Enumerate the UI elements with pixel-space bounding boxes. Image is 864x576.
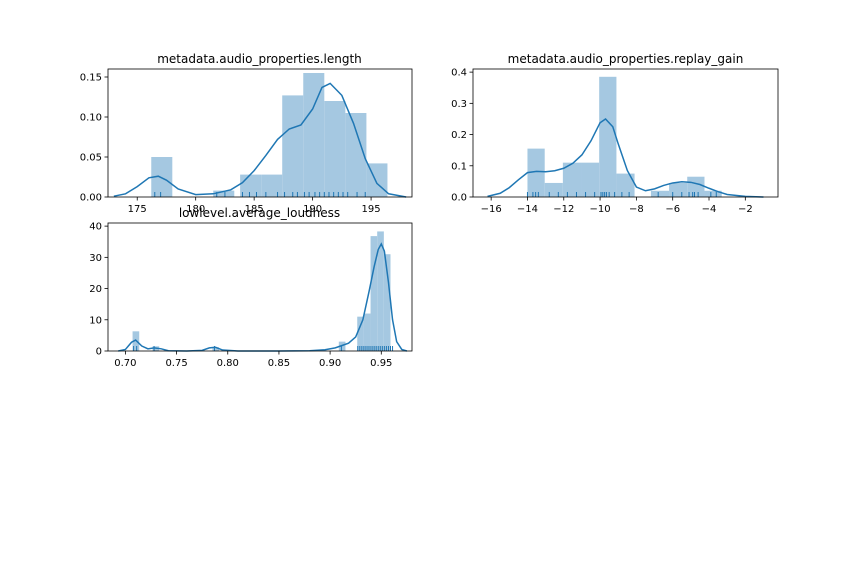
- x-tick-label-6: −4: [702, 204, 717, 215]
- y-tick-label-1: 0.05: [80, 153, 102, 164]
- rug-marks: [154, 192, 366, 197]
- x-tick-label-1: 180: [186, 204, 205, 215]
- y-tick-label-0: 0.00: [80, 193, 102, 204]
- x-tick-label-4: −8: [629, 204, 644, 215]
- x-axis-ticks: 175 180 185 190 195: [128, 197, 381, 215]
- histogram-bar-9: [704, 190, 722, 197]
- x-tick-label-4: 195: [362, 204, 381, 215]
- histogram-panel-length: metadata.audio_properties.length 175 180 1…: [80, 52, 413, 215]
- histogram-bar-5: [616, 173, 635, 197]
- rug-marks: [526, 192, 717, 197]
- x-tick-label-2: 0.80: [217, 358, 239, 369]
- histogram-bar-6: [650, 190, 670, 197]
- histogram-bar-5: [363, 313, 371, 351]
- histogram-bar-2: [562, 162, 582, 197]
- histogram-panel-replay-gain: metadata.audio_properties.replay_gain −1…: [451, 52, 779, 215]
- y-tick-label-3: 0.15: [80, 73, 102, 84]
- histogram-panel-average-loudness: lowlevel.average_loudness 0.70 0.75 0.80 0.…: [89, 206, 413, 369]
- y-tick-label-3: 0.3: [451, 99, 467, 110]
- y-tick-label-2: 0.2: [451, 130, 467, 141]
- axes-frame: [107, 68, 413, 198]
- y-tick-label-3: 30: [89, 253, 102, 264]
- x-tick-label-3: 190: [303, 204, 322, 215]
- histogram-bar-7: [377, 231, 384, 351]
- histogram-bar-7: [669, 182, 688, 197]
- x-tick-label-3: −10: [590, 204, 611, 215]
- histogram-bar-4: [599, 76, 617, 197]
- kde-curve: [113, 82, 407, 198]
- histogram-bar-5: [303, 73, 325, 197]
- x-tick-label-2: −12: [553, 204, 574, 215]
- histogram-bar-8: [687, 176, 705, 197]
- histogram-bar-0: [527, 148, 545, 197]
- y-tick-label-0: 0.0: [451, 193, 467, 204]
- x-tick-label-3: 0.85: [268, 358, 290, 369]
- y-axis-ticks: 0.00 0.05 0.10 0.15: [80, 73, 108, 204]
- x-tick-label-5: 0.95: [370, 358, 392, 369]
- histogram-bar-6: [324, 101, 346, 197]
- x-tick-label-7: −2: [738, 204, 753, 215]
- axes-frame: [107, 222, 413, 352]
- x-axis-ticks: −16 −14 −12 −10 −8 −6 −4 −2: [481, 197, 753, 215]
- y-tick-label-0: 0: [96, 347, 102, 358]
- axes-frame: [472, 68, 779, 198]
- y-tick-label-2: 0.10: [80, 113, 102, 124]
- panel-title: metadata.audio_properties.length: [157, 52, 362, 66]
- y-tick-label-1: 0.1: [451, 161, 467, 172]
- histogram-bar-7: [345, 113, 367, 197]
- panel-title: lowlevel.average_loudness: [179, 206, 340, 220]
- x-tick-label-0: 175: [128, 204, 147, 215]
- y-tick-label-4: 0.4: [451, 68, 467, 79]
- histogram-bars: [151, 73, 388, 197]
- histogram-bar-8: [383, 254, 391, 351]
- x-axis-ticks: 0.70 0.75 0.80 0.85 0.90 0.95: [114, 351, 392, 369]
- histogram-bar-3: [338, 341, 346, 351]
- histogram-bar-1: [213, 190, 235, 197]
- x-tick-label-0: −16: [481, 204, 502, 215]
- histogram-bar-2: [240, 174, 262, 197]
- y-tick-label-1: 10: [89, 315, 102, 326]
- x-tick-label-1: −14: [517, 204, 538, 215]
- x-tick-label-5: −6: [665, 204, 680, 215]
- x-tick-label-1: 0.75: [165, 358, 187, 369]
- panel-title: metadata.audio_properties.replay_gain: [508, 52, 744, 66]
- x-tick-label-0: 0.70: [114, 358, 136, 369]
- x-tick-label-4: 0.90: [319, 358, 341, 369]
- histogram-bar-2: [212, 347, 220, 351]
- histogram-bar-6: [370, 236, 378, 351]
- histogram-bars: [527, 76, 722, 197]
- x-tick-label-2: 185: [245, 204, 264, 215]
- histogram-bar-3: [261, 174, 283, 197]
- y-tick-label-2: 20: [89, 284, 102, 295]
- histogram-bar-3: [581, 162, 600, 197]
- y-tick-label-4: 40: [89, 222, 102, 233]
- y-axis-ticks: 0 10 20 30 40: [89, 222, 108, 358]
- histogram-bar-0: [151, 157, 173, 197]
- kde-curve: [487, 117, 764, 198]
- y-axis-ticks: 0.0 0.1 0.2 0.3 0.4: [451, 68, 473, 204]
- histogram-bar-1: [544, 182, 563, 197]
- histogram-bar-4: [282, 95, 304, 197]
- histogram-bar-4: [357, 316, 364, 351]
